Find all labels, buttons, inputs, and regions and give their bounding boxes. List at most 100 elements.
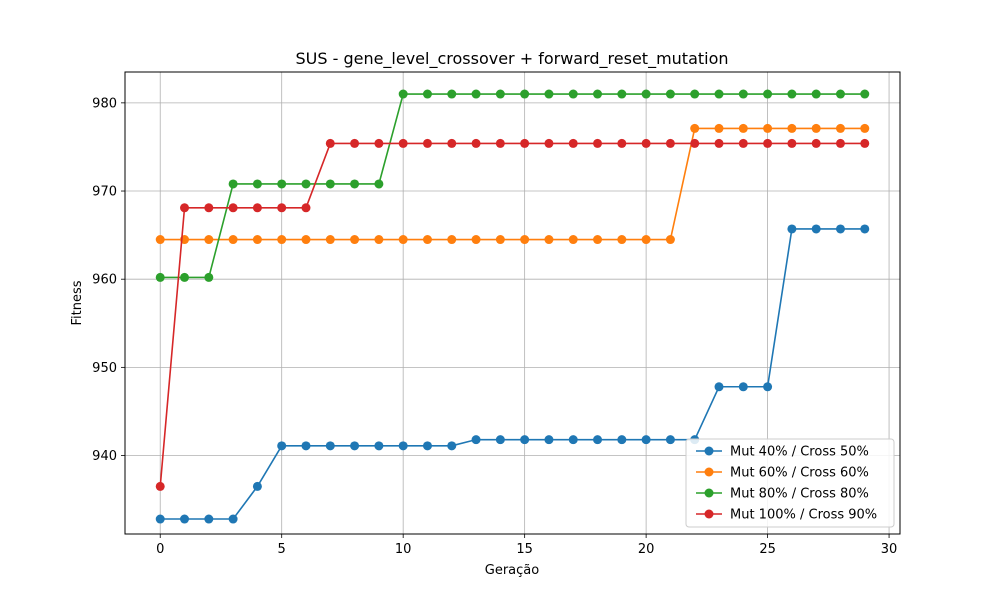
legend-marker <box>704 467 714 477</box>
data-point <box>204 514 214 524</box>
data-point <box>350 235 360 245</box>
data-point <box>301 235 311 245</box>
data-point <box>398 441 408 451</box>
data-point <box>811 138 821 148</box>
y-tick-label: 950 <box>92 361 117 376</box>
data-point <box>690 89 700 99</box>
data-point <box>714 123 724 133</box>
data-point <box>811 89 821 99</box>
data-point <box>155 514 165 524</box>
data-point <box>641 89 651 99</box>
data-point <box>520 235 530 245</box>
data-point <box>787 224 797 234</box>
data-point <box>252 481 262 491</box>
data-point <box>835 224 845 234</box>
data-point <box>860 224 870 234</box>
data-point <box>155 481 165 491</box>
series-group <box>155 89 870 524</box>
data-point <box>325 235 335 245</box>
data-point <box>641 435 651 445</box>
data-point <box>568 138 578 148</box>
data-point <box>593 435 603 445</box>
data-point <box>374 138 384 148</box>
data-point <box>787 89 797 99</box>
data-point <box>738 89 748 99</box>
data-point <box>447 235 457 245</box>
data-point <box>325 138 335 148</box>
x-tick-label: 5 <box>278 542 286 557</box>
data-point <box>398 235 408 245</box>
data-point <box>641 235 651 245</box>
data-point <box>787 123 797 133</box>
plot-frame <box>124 71 901 535</box>
data-point <box>617 235 627 245</box>
data-point <box>665 235 675 245</box>
data-point <box>204 235 214 245</box>
data-point <box>204 272 214 282</box>
data-point <box>422 235 432 245</box>
data-point <box>641 138 651 148</box>
data-point <box>422 89 432 99</box>
data-point <box>617 435 627 445</box>
data-point <box>325 179 335 189</box>
data-point <box>277 235 287 245</box>
legend: Mut 40% / Cross 50% Mut 60% / Cross 60% Mu… <box>685 438 895 528</box>
data-point <box>835 123 845 133</box>
legend-marker <box>704 488 714 498</box>
data-point <box>350 138 360 148</box>
y-tick-label: 940 <box>92 449 117 464</box>
data-point <box>714 382 724 392</box>
data-point <box>860 89 870 99</box>
data-point <box>447 138 457 148</box>
data-point <box>471 435 481 445</box>
data-point <box>738 123 748 133</box>
data-point <box>374 235 384 245</box>
data-point <box>763 123 773 133</box>
legend-box <box>685 438 895 528</box>
series-2 <box>155 123 870 245</box>
series-3 <box>155 89 870 282</box>
data-point <box>228 179 238 189</box>
data-point <box>447 441 457 451</box>
data-point <box>228 235 238 245</box>
data-point <box>763 382 773 392</box>
x-tick-label: 0 <box>156 542 164 557</box>
data-point <box>228 203 238 213</box>
data-point <box>835 138 845 148</box>
data-point <box>301 179 311 189</box>
data-point <box>665 435 675 445</box>
data-point <box>495 235 505 245</box>
data-point <box>520 435 530 445</box>
data-point <box>471 138 481 148</box>
data-point <box>617 138 627 148</box>
data-point <box>301 441 311 451</box>
data-point <box>811 123 821 133</box>
data-point <box>495 89 505 99</box>
data-point <box>544 235 554 245</box>
y-tick-label: 980 <box>92 96 117 111</box>
data-point <box>252 203 262 213</box>
data-point <box>277 179 287 189</box>
chart-title: SUS - gene_level_crossover + forward_res… <box>295 49 728 69</box>
data-point <box>180 514 190 524</box>
data-point <box>155 235 165 245</box>
data-point <box>544 138 554 148</box>
data-point <box>350 441 360 451</box>
data-point <box>252 235 262 245</box>
data-point <box>471 235 481 245</box>
x-tick-label: 20 <box>638 542 655 557</box>
data-point <box>204 203 214 213</box>
data-point <box>787 138 797 148</box>
legend-label: Mut 60% / Cross 60% <box>730 466 869 481</box>
axis-ticks: 0 5 10 15 20 25 30 940 950 960 970 980 <box>92 96 897 557</box>
data-point <box>860 123 870 133</box>
data-point <box>228 514 238 524</box>
data-point <box>374 179 384 189</box>
x-tick-label: 25 <box>759 542 776 557</box>
data-point <box>325 441 335 451</box>
data-point <box>738 382 748 392</box>
legend-marker <box>704 509 714 519</box>
data-point <box>398 138 408 148</box>
data-point <box>398 89 408 99</box>
